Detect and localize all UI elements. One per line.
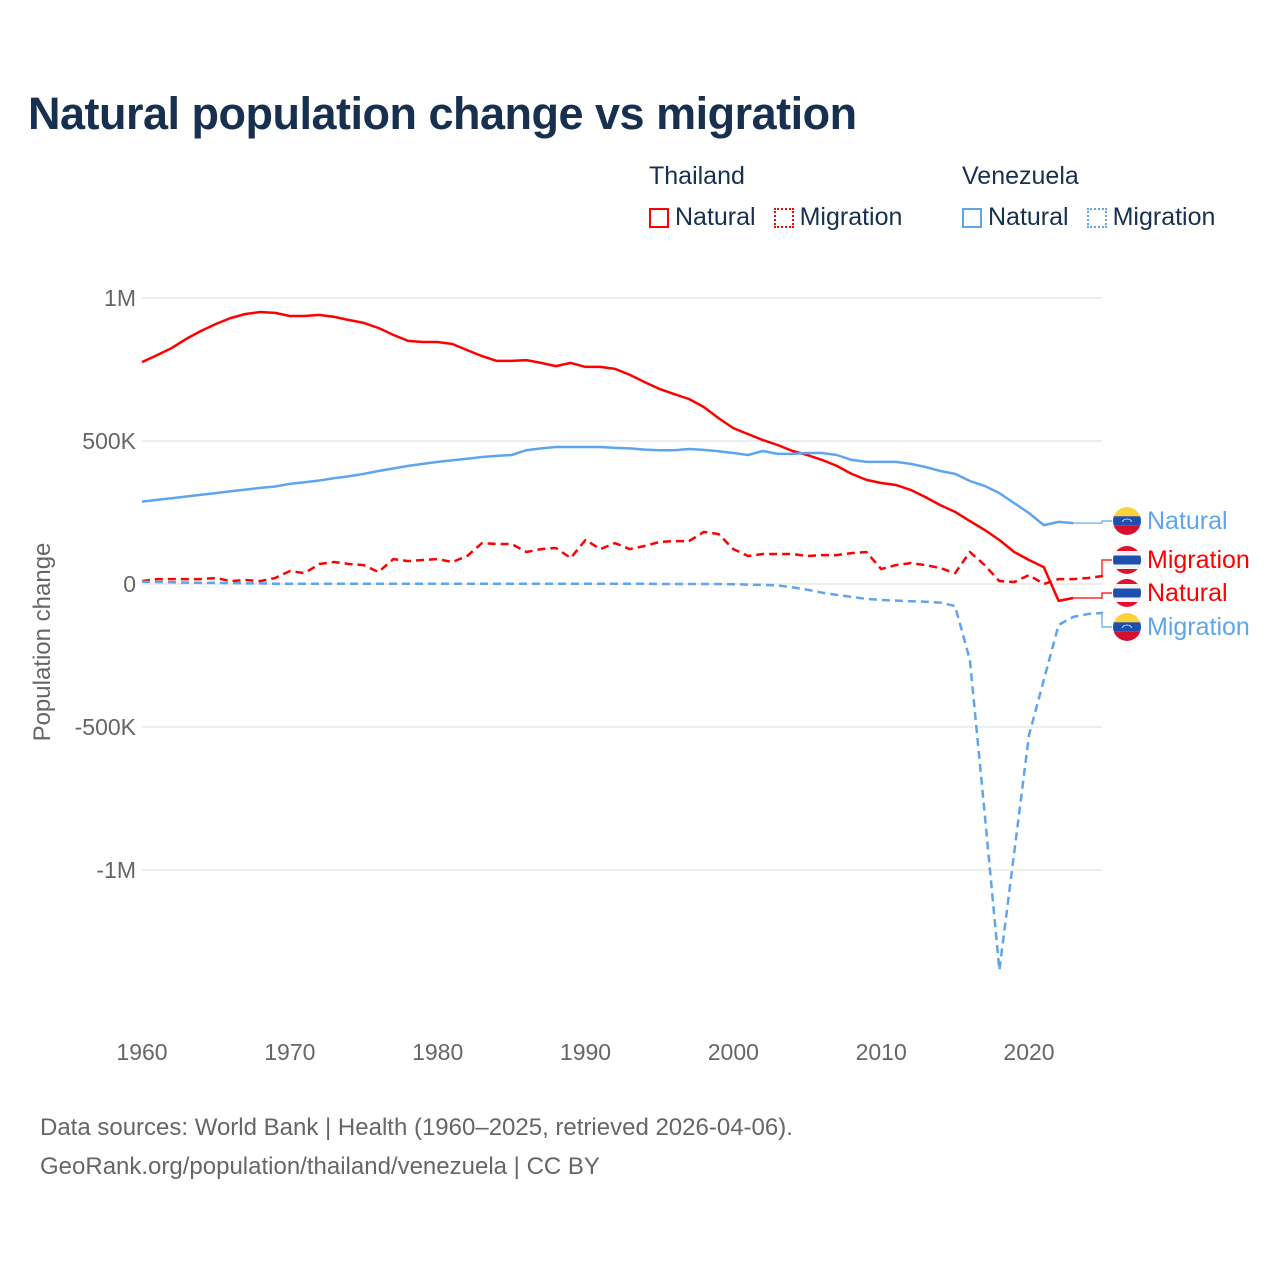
legend-item-thailand-natural[interactable]: Natural <box>649 203 756 232</box>
x-tick-label: 1980 <box>412 1039 463 1065</box>
label-connector <box>1073 592 1112 599</box>
legend-group-thailand: Thailand Natural Migration <box>649 162 902 232</box>
end-label-text: Natural <box>1147 578 1228 607</box>
data-sources: Data sources: World Bank | Health (1960–… <box>40 1114 793 1141</box>
end-label-text: Natural <box>1147 506 1228 535</box>
dotted-swatch-icon <box>1086 207 1107 228</box>
legend-item-venezuela-migration[interactable]: Migration <box>1086 203 1216 232</box>
legend-item-venezuela-natural[interactable]: Natural <box>962 203 1069 232</box>
legend-country: Venezuela <box>962 162 1079 190</box>
y-tick-label: -1M <box>96 857 136 883</box>
source-link[interactable]: GeoRank.org/population/thailand/venezuel… <box>40 1153 600 1180</box>
x-tick-label: 2000 <box>708 1039 759 1065</box>
legend-item-thailand-migration[interactable]: Migration <box>773 203 903 232</box>
x-tick-label: 1990 <box>560 1039 611 1065</box>
label-connector <box>1101 559 1112 577</box>
y-tick-label: 1M <box>104 285 136 311</box>
end-label-thailand-natural: Natural <box>1147 578 1228 608</box>
end-label-text: Migration <box>1147 545 1250 574</box>
venezuela-flag-icon <box>1113 507 1141 535</box>
thailand-flag-icon <box>1113 546 1141 574</box>
label-connector <box>1101 612 1112 628</box>
footer: Data sources: World Bank | Health (1960–… <box>40 1108 793 1186</box>
venezuela-flag-icon <box>1113 613 1141 641</box>
legend-label: Migration <box>799 203 903 231</box>
dotted-swatch-icon <box>773 207 794 228</box>
solid-swatch-icon <box>962 207 982 228</box>
end-label-venezuela-migration: Migration <box>1147 612 1250 642</box>
y-tick-label: 500K <box>82 428 136 454</box>
legend-country: Thailand <box>649 162 745 190</box>
solid-swatch-icon <box>649 207 669 228</box>
end-label-thailand-migration: Migration <box>1147 545 1250 575</box>
venezuela-natural-line <box>141 445 1074 527</box>
end-label-venezuela-natural: Natural <box>1147 506 1228 536</box>
y-tick-label: -500K <box>75 714 137 740</box>
legend-label: Migration <box>1112 203 1216 231</box>
x-tick-label: 2010 <box>856 1039 907 1065</box>
x-tick-label: 1970 <box>264 1039 315 1065</box>
thailand-flag-icon <box>1113 579 1141 607</box>
x-tick-label: 1960 <box>116 1039 167 1065</box>
end-label-text: Migration <box>1147 612 1250 641</box>
chart-title: Natural population change vs migration <box>28 88 857 139</box>
thailand-natural-line <box>141 310 1074 603</box>
venezuela-migration-line <box>141 580 1103 972</box>
y-axis-label: Population change <box>29 543 56 742</box>
legend-label: Natural <box>675 203 756 231</box>
x-tick-label: 2020 <box>1003 1039 1054 1065</box>
y-tick-label: 0 <box>123 571 136 597</box>
legend-label: Natural <box>988 203 1069 231</box>
legend-group-venezuela: Venezuela Natural Migration <box>962 162 1215 232</box>
thailand-migration-line <box>141 530 1104 586</box>
label-connector <box>1073 520 1112 524</box>
